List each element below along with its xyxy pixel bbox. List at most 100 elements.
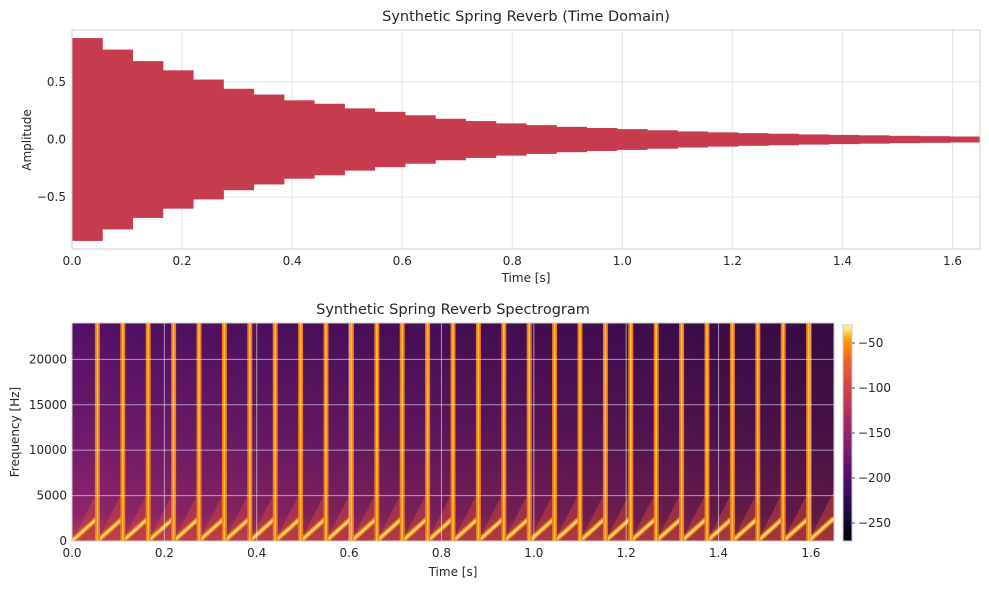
spectrogram-chirp-line xyxy=(554,517,581,541)
spectrogram-chirp-line xyxy=(72,517,98,541)
colorbar-tick-labels: −50 −100 −150 −200 −250 xyxy=(852,336,891,530)
waveform-segment xyxy=(344,108,376,171)
spectrogram-y-tick-label: 20000 xyxy=(29,352,67,366)
time-domain-x-tick-label: 1.2 xyxy=(723,254,742,268)
waveform-segment xyxy=(616,129,648,150)
waveform-segment xyxy=(223,88,255,191)
spectrogram-chirp-line xyxy=(198,517,225,541)
spectrogram-chirp-glow xyxy=(478,491,504,541)
spectrogram-x-tick-label: 0.8 xyxy=(432,546,451,560)
spectrogram-chirp-glow xyxy=(656,491,682,541)
spectrogram-x-tick-label: 0.4 xyxy=(247,546,266,560)
spectrogram-chirp-glow xyxy=(529,491,555,541)
spectrogram-chirp-line xyxy=(96,517,124,541)
waveform-segment xyxy=(556,126,588,153)
spectrogram-chirp-glow xyxy=(224,491,250,541)
colorbar-tick-label: −50 xyxy=(858,336,883,350)
waveform-segment xyxy=(768,133,799,146)
waveform-segment xyxy=(465,121,497,158)
spectrogram-chirp-line xyxy=(477,517,505,541)
waveform-segment xyxy=(889,135,920,144)
spectrogram-chirp-line xyxy=(782,517,810,541)
time-domain-x-tick-label: 1.6 xyxy=(943,254,962,268)
waveform-segment xyxy=(707,132,739,147)
waveform-segment xyxy=(798,134,830,145)
spectrogram-chirp-line xyxy=(376,517,403,541)
spectrogram-chirp-glow xyxy=(97,491,123,541)
spectrogram-chirp-line xyxy=(147,517,175,541)
spectrogram-chirp-glow xyxy=(707,491,733,541)
time-domain-y-label: Amplitude xyxy=(20,109,34,171)
time-domain-x-tick-labels: 0.0 0.2 0.4 0.6 0.8 1.0 1.2 1.4 1.6 xyxy=(62,254,962,268)
spectrogram-chirp-glow xyxy=(275,491,301,541)
spectrogram-x-tick-label: 1.2 xyxy=(617,546,636,560)
spectrogram-chirp-glow xyxy=(376,491,403,541)
waveform-segment xyxy=(858,135,890,144)
spectrogram-chirp-glow xyxy=(757,491,784,541)
spectrogram-chirp-glow xyxy=(173,491,199,541)
spectrogram-y-label: Frequency [Hz] xyxy=(8,387,22,478)
spectrogram-chirp-glow xyxy=(681,491,707,541)
time-domain-y-tick-label: 0.0 xyxy=(47,133,66,147)
waveform-segment xyxy=(193,79,224,200)
spectrogram-chirp-glow xyxy=(148,491,174,541)
time-domain-x-tick-label: 0.0 xyxy=(62,254,81,268)
time-domain-x-tick-label: 1.0 xyxy=(613,254,632,268)
spectrogram-x-tick-labels: 0.0 0.2 0.4 0.6 0.8 1.0 1.2 1.4 1.6 xyxy=(62,546,820,560)
spectrogram-chirp-line xyxy=(757,517,784,541)
spectrogram-chirp-line xyxy=(503,517,530,541)
spectrogram-chirp-glow xyxy=(300,491,326,541)
spectrogram-chirp-line xyxy=(706,517,733,541)
spectrogram-chirp-line xyxy=(731,517,759,541)
spectrogram-chirp-glow xyxy=(605,491,631,541)
waveform-segment xyxy=(949,136,980,143)
waveform-segment xyxy=(737,133,769,146)
time-domain-x-label: Time [s] xyxy=(501,271,551,285)
waveform-segment xyxy=(132,61,164,218)
time-domain-title: Synthetic Spring Reverb (Time Domain) xyxy=(382,9,670,25)
spectrogram-y-tick-label: 0 xyxy=(59,534,67,548)
spectrogram-axes: 0.0 0.2 0.4 0.6 0.8 1.0 1.2 1.4 1.6 0 5000 10000 15… xyxy=(8,302,835,579)
colorbar-tick-label: −150 xyxy=(858,426,891,440)
spectrogram-chirp-glow xyxy=(580,491,606,541)
spectrogram-title: Synthetic Spring Reverb Spectrogram xyxy=(316,302,590,318)
spectrogram-chirp-glow xyxy=(732,491,758,541)
spectrogram-frame xyxy=(71,322,835,542)
waveform-segment xyxy=(314,103,345,176)
time-domain-x-tick-label: 0.8 xyxy=(503,254,522,268)
spectrogram-chirp-line xyxy=(350,517,378,541)
spectrogram-x-label: Time [s] xyxy=(428,565,478,579)
waveform-segment xyxy=(495,123,527,156)
time-domain-x-tick-label: 0.2 xyxy=(173,254,192,268)
spectrogram-chirp-glow xyxy=(72,491,98,541)
spectrogram-chirp-line xyxy=(249,517,276,541)
spectrogram-chirp-line xyxy=(401,517,429,541)
waveform-segment xyxy=(283,100,315,179)
waveform-segment xyxy=(586,127,618,152)
waveform-segment xyxy=(162,70,194,209)
colorbar: −50 −100 −150 −200 −250 xyxy=(842,324,891,542)
time-domain-x-tick-label: 1.4 xyxy=(833,254,852,268)
waveform-segment xyxy=(526,125,557,154)
spectrogram-chirp-line xyxy=(325,517,352,541)
spectrogram-chirp-glow xyxy=(326,491,352,541)
spectrogram-chirp-glow xyxy=(808,491,834,541)
waveform-segment xyxy=(677,131,709,148)
time-domain-x-tick-label: 0.6 xyxy=(393,254,412,268)
spectrogram-chirp-glow xyxy=(199,491,225,541)
time-domain-frame xyxy=(71,29,981,250)
spectrogram-y-tick-label: 5000 xyxy=(36,489,67,503)
spectrogram-chirp-line xyxy=(122,517,149,541)
waveform-segment xyxy=(404,115,436,164)
spectrogram-image xyxy=(72,323,834,541)
spectrogram-chirp-line xyxy=(655,517,683,541)
spectrogram-chirp-line xyxy=(452,517,479,541)
waveform-segment xyxy=(102,49,134,230)
spectrogram-x-tick-label: 0.0 xyxy=(62,546,81,560)
colorbar-tick-label: −200 xyxy=(858,471,891,485)
waveform-segment xyxy=(435,118,466,161)
spectrogram-x-tick-label: 0.6 xyxy=(340,546,359,560)
spectrogram-chirp-glow xyxy=(122,491,149,541)
spectrogram-y-tick-labels: 0 5000 10000 15000 20000 xyxy=(29,352,67,548)
